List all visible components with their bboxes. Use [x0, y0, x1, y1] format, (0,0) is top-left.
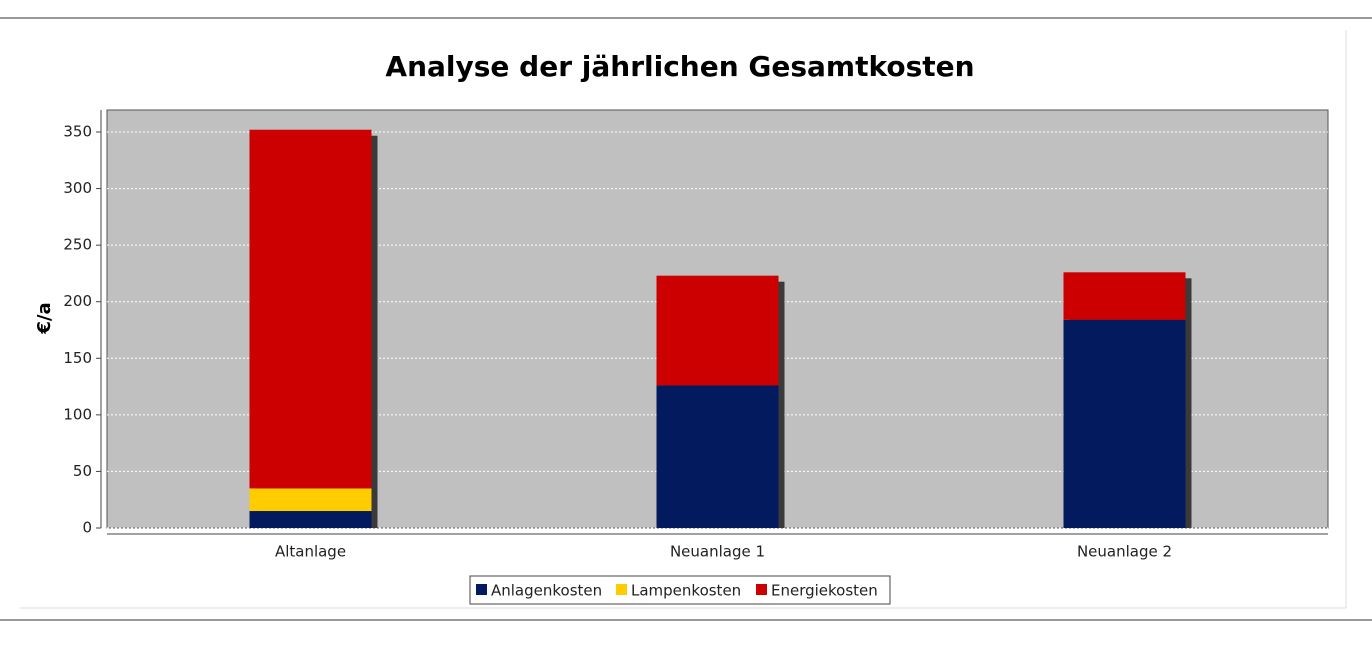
- legend-swatch: [476, 584, 487, 595]
- x-tick-label: Neuanlage 2: [1077, 543, 1172, 561]
- bar-segment: [656, 275, 779, 386]
- y-tick-label: 50: [73, 462, 92, 480]
- chart-title: Analyse der jährlichen Gesamtkosten: [385, 50, 974, 83]
- bar-segment: [249, 488, 372, 512]
- bar-segment: [656, 385, 779, 528]
- x-tick-label: Neuanlage 1: [670, 543, 765, 561]
- x-tick-label: Altanlage: [275, 543, 346, 561]
- legend-swatch: [756, 584, 767, 595]
- legend-label: Anlagenkosten: [491, 582, 602, 600]
- y-tick-label: 250: [63, 236, 92, 254]
- legend-swatch: [616, 584, 627, 595]
- bar-segment: [1063, 319, 1186, 528]
- legend-label: Energiekosten: [771, 582, 878, 600]
- y-tick-label: 200: [63, 292, 92, 310]
- legend-label: Lampenkosten: [631, 582, 741, 600]
- y-tick-label: 150: [63, 349, 92, 367]
- y-tick-label: 350: [63, 123, 92, 141]
- y-tick-label: 100: [63, 405, 92, 423]
- y-tick-label: 300: [63, 179, 92, 197]
- bar-segment: [1063, 272, 1186, 320]
- bar-segment: [249, 129, 372, 489]
- legend-box: [469, 575, 891, 605]
- bar-segment: [249, 511, 372, 528]
- y-axis-label: €/a: [34, 302, 55, 334]
- y-tick-label: 0: [82, 519, 92, 537]
